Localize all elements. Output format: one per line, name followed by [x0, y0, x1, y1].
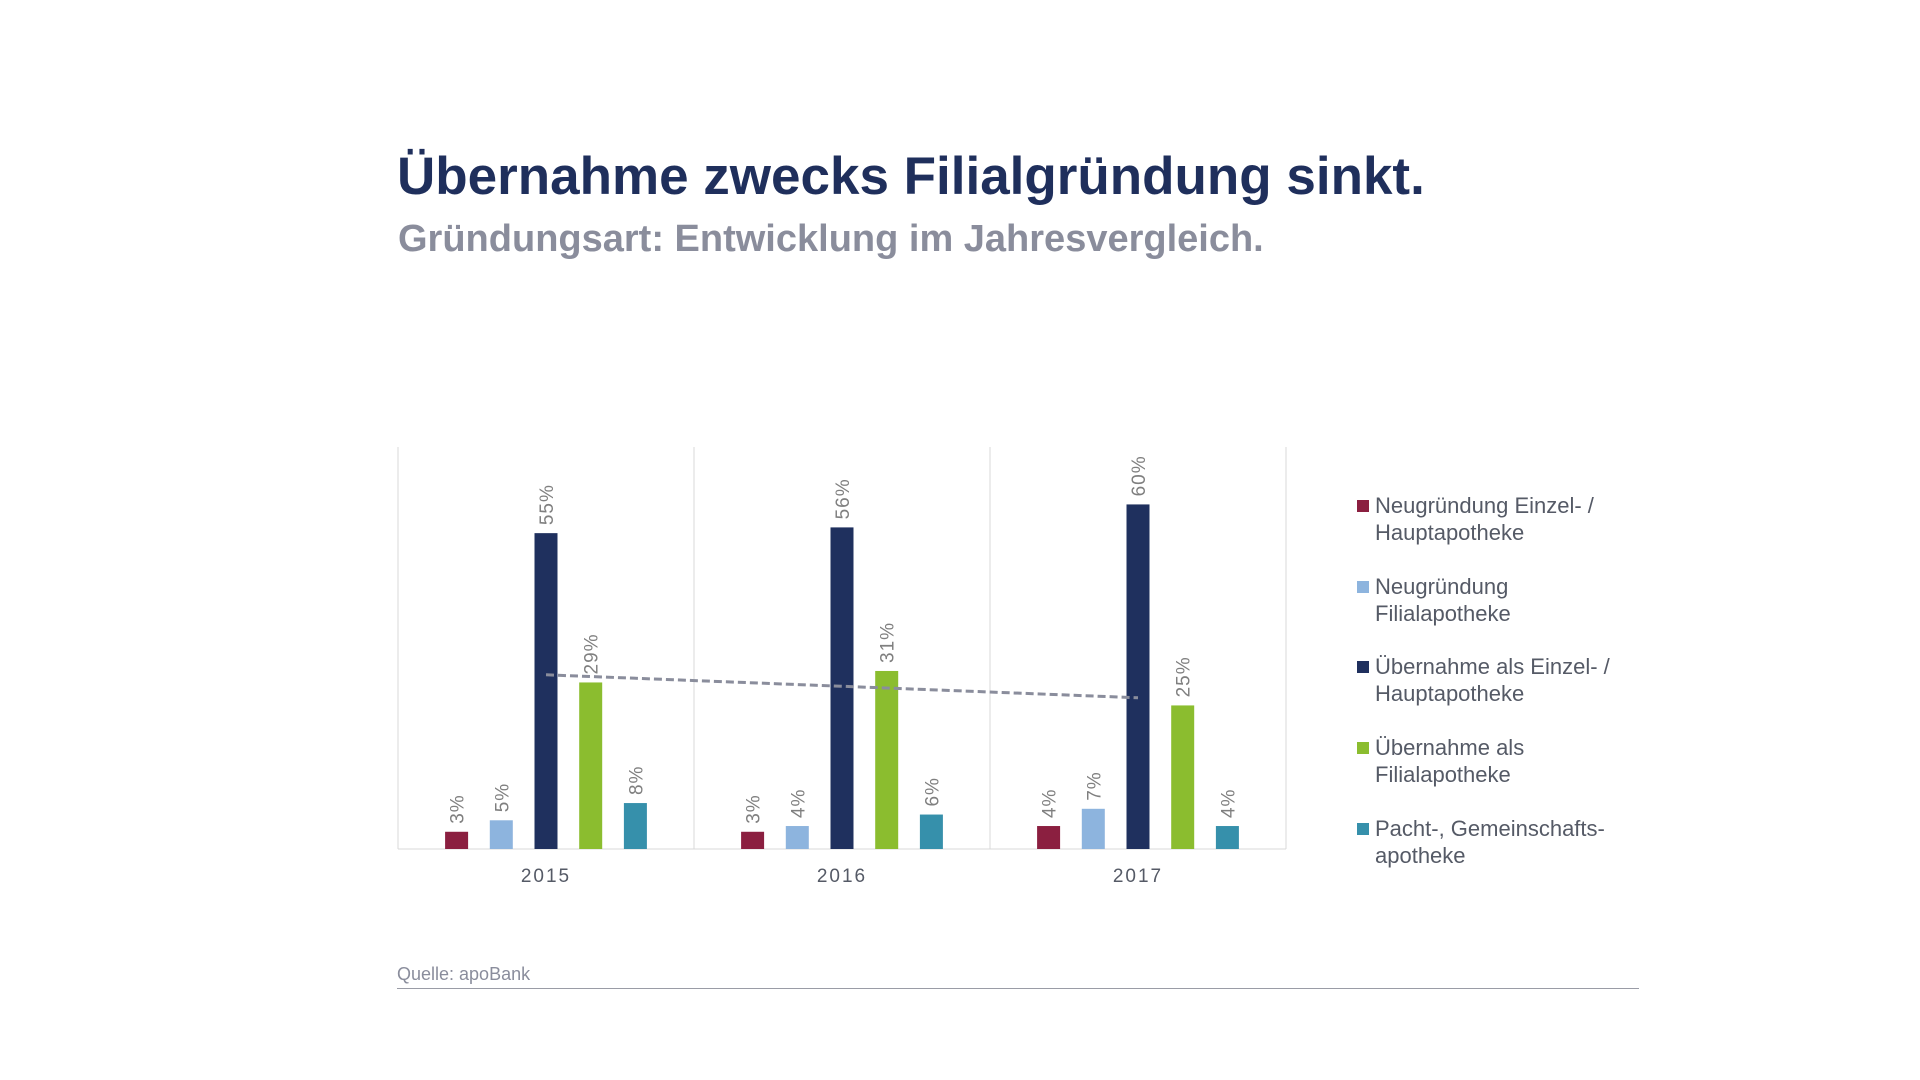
data-label: 3%	[448, 794, 469, 823]
source-divider	[397, 988, 1639, 989]
bar-2017-2	[1126, 504, 1150, 849]
data-label: 55%	[537, 484, 558, 525]
bar-2016-0	[741, 831, 765, 849]
chart-subtitle: Gründungsart: Entwicklung im Jahresvergl…	[398, 218, 1264, 260]
bar-2016-3	[875, 670, 899, 849]
bar-2017-1	[1081, 808, 1105, 849]
data-label: 8%	[626, 766, 647, 795]
source-note: Quelle: apoBank	[397, 964, 531, 984]
bar-2017-3	[1171, 705, 1195, 849]
x-tick-label: 2015	[521, 866, 571, 887]
data-label: 31%	[878, 622, 899, 663]
data-label: 4%	[1040, 789, 1061, 818]
bar-2017-4	[1215, 826, 1239, 849]
bar-2017-0	[1037, 826, 1061, 849]
legend-swatch	[1357, 580, 1369, 593]
legend-label: Übernahme als Einzel- / Hauptapotheke	[1375, 654, 1610, 707]
legend-label: Neugründung Einzel- / Hauptapotheke	[1375, 493, 1594, 545]
data-label: 5%	[492, 783, 513, 812]
data-label: 29%	[582, 633, 603, 674]
x-tick-label: 2017	[1113, 866, 1163, 887]
trendline	[545, 673, 1139, 700]
bar-2015-3	[579, 682, 603, 849]
x-tick-label: 2016	[817, 866, 867, 887]
bar-2016-1	[785, 826, 809, 849]
bar-2015-4	[623, 803, 647, 849]
data-label: 4%	[788, 789, 809, 818]
data-label: 4%	[1218, 789, 1239, 818]
data-label: 3%	[744, 794, 765, 823]
bar-2015-1	[489, 820, 513, 849]
data-label: 25%	[1174, 656, 1195, 697]
data-label: 7%	[1084, 771, 1105, 800]
chart-title: Übernahme zwecks Filialgründung sinkt.	[397, 147, 1425, 206]
legend-swatch	[1357, 500, 1369, 512]
data-label: 6%	[922, 777, 943, 806]
bar-2015-2	[534, 533, 558, 849]
legend-swatch	[1357, 742, 1369, 755]
data-label: 60%	[1129, 455, 1150, 496]
bar-2015-0	[445, 831, 469, 849]
bar-2016-2	[830, 527, 854, 849]
legend-swatch	[1357, 661, 1369, 674]
legend-label: Neugründung Filialapotheke	[1375, 573, 1511, 626]
legend-label: Pacht-, Gemeinschafts- apotheke	[1375, 815, 1605, 868]
data-label: 56%	[833, 478, 854, 519]
legend-label: Übernahme als Filialapotheke	[1375, 735, 1525, 788]
bar-2016-4	[919, 814, 943, 849]
legend-swatch	[1357, 822, 1369, 835]
